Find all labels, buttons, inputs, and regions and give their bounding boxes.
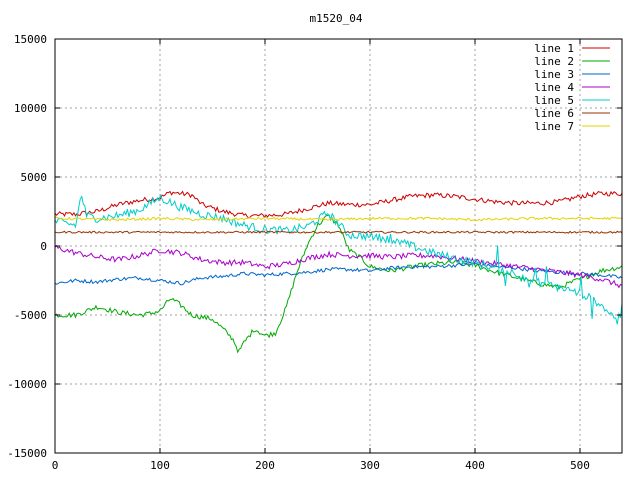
legend-label: line 2 (534, 55, 574, 68)
y-tick-label: 5000 (21, 171, 48, 184)
y-axis-ticks: -15000 -10000 -5000 0 5000 10000 15000 (7, 33, 622, 460)
legend-label: line 1 (534, 42, 574, 55)
legend-label: line 4 (534, 81, 574, 94)
legend-label: line 5 (534, 94, 574, 107)
x-tick-label: 300 (360, 459, 380, 472)
series-line-7 (55, 216, 623, 222)
y-tick-label: -5000 (14, 309, 47, 322)
x-tick-label: 100 (150, 459, 170, 472)
series-line-5 (54, 193, 623, 325)
y-tick-label: 15000 (14, 33, 47, 46)
series-group (54, 190, 623, 354)
series-line-3 (54, 262, 623, 286)
series-line-4 (54, 244, 623, 289)
y-tick-label: -15000 (7, 447, 47, 460)
x-tick-label: 500 (570, 459, 590, 472)
x-axis-ticks: 0 100 200 300 400 500 (52, 39, 590, 472)
x-tick-label: 400 (465, 459, 485, 472)
legend-label: line 6 (534, 107, 574, 120)
chart-title: m1520_04 (310, 12, 363, 25)
y-tick-label: 0 (40, 240, 47, 253)
legend-label: line 3 (534, 68, 574, 81)
legend-label: line 7 (534, 120, 574, 133)
series-line-2 (54, 214, 623, 354)
series-line-6 (54, 230, 623, 234)
y-tick-label: -10000 (7, 378, 47, 391)
y-tick-label: 10000 (14, 102, 47, 115)
x-tick-label: 0 (52, 459, 59, 472)
grid (55, 39, 622, 453)
series-line-1 (54, 190, 623, 219)
x-tick-label: 200 (255, 459, 275, 472)
